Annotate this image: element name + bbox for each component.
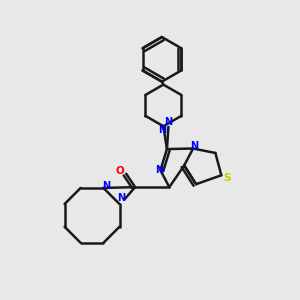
Text: N: N	[158, 125, 166, 135]
Text: N: N	[117, 193, 125, 203]
Text: N: N	[164, 117, 172, 128]
Text: N: N	[190, 141, 199, 151]
Text: O: O	[116, 167, 125, 176]
Text: N: N	[155, 165, 163, 175]
Text: N: N	[102, 181, 110, 190]
Text: S: S	[223, 172, 230, 183]
